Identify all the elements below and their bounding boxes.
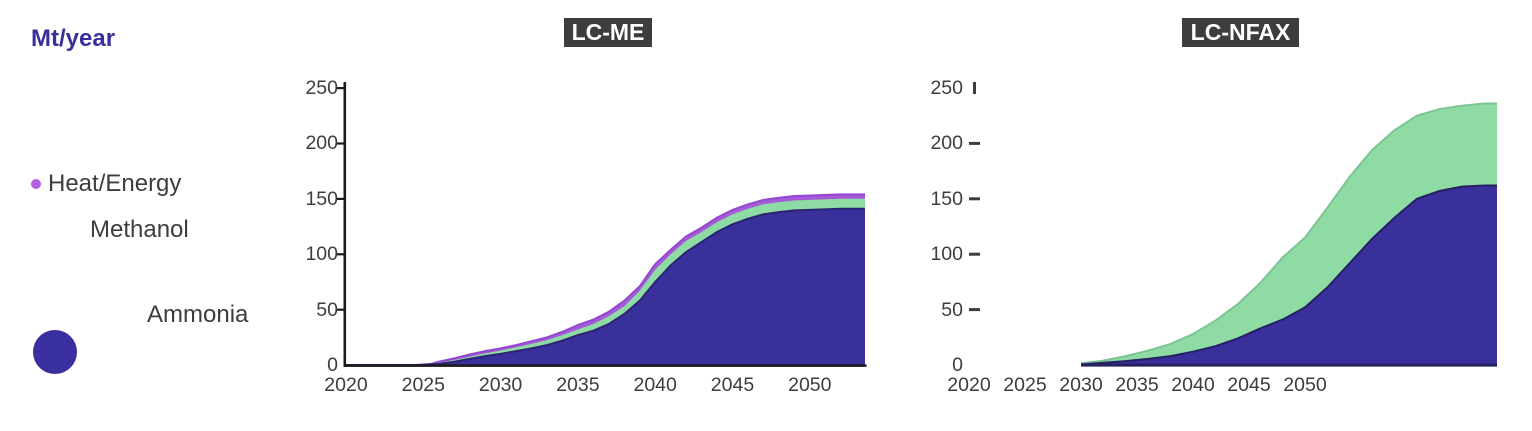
x-tick-label: 2025 xyxy=(401,374,445,396)
legend-label-ammonia: Ammonia xyxy=(147,301,249,328)
x-tick-label: 2050 xyxy=(788,374,832,396)
x-tick-label: 2045 xyxy=(710,374,755,396)
y-tick-label: 150 xyxy=(930,187,963,210)
area-ammonia xyxy=(346,208,865,365)
legend-label-methanol: Methanol xyxy=(90,216,189,243)
lc-nfax-plot-area xyxy=(969,82,1497,367)
y-tick-label: 0 xyxy=(327,354,338,376)
ammonia-circle-icon xyxy=(33,330,77,374)
chart-title-lc-me: LC-ME xyxy=(564,18,652,47)
lc-me-plot-area xyxy=(337,82,867,367)
y-tick-label: 150 xyxy=(305,187,338,210)
y-tick-label: 200 xyxy=(930,132,963,155)
y-tick-label: 50 xyxy=(316,298,338,321)
chart-title-lc-nfax: LC-NFAX xyxy=(1182,18,1299,47)
x-tick-label: 2030 xyxy=(478,374,523,396)
x-tick-label: 2025 xyxy=(1003,374,1047,396)
x-tick-label: 2045 xyxy=(1227,374,1271,396)
legend-label-heat-energy: Heat/Energy xyxy=(48,170,182,197)
x-tick-label: 2035 xyxy=(556,374,600,396)
y-tick-label: 0 xyxy=(952,354,963,376)
x-tick-label: 2035 xyxy=(1115,374,1159,396)
y-axis-unit-label: Mt/year xyxy=(31,25,116,52)
x-tick-label: 2020 xyxy=(947,374,991,396)
y-tick-label: 50 xyxy=(941,298,963,321)
x-tick-label: 2020 xyxy=(324,374,368,396)
area-ammonia xyxy=(1081,185,1497,365)
y-tick-label: 250 xyxy=(930,77,963,99)
x-tick-label: 2030 xyxy=(1059,374,1103,396)
y-tick-label: 100 xyxy=(305,243,338,266)
y-tick-label: 200 xyxy=(305,132,338,155)
x-tick-label: 2040 xyxy=(633,374,677,396)
heat-energy-dot-icon xyxy=(31,179,41,189)
x-tick-label: 2040 xyxy=(1171,374,1215,396)
y-tick-label: 100 xyxy=(930,243,963,266)
y-tick-label: 250 xyxy=(305,77,338,99)
x-tick-label: 2050 xyxy=(1283,374,1327,396)
